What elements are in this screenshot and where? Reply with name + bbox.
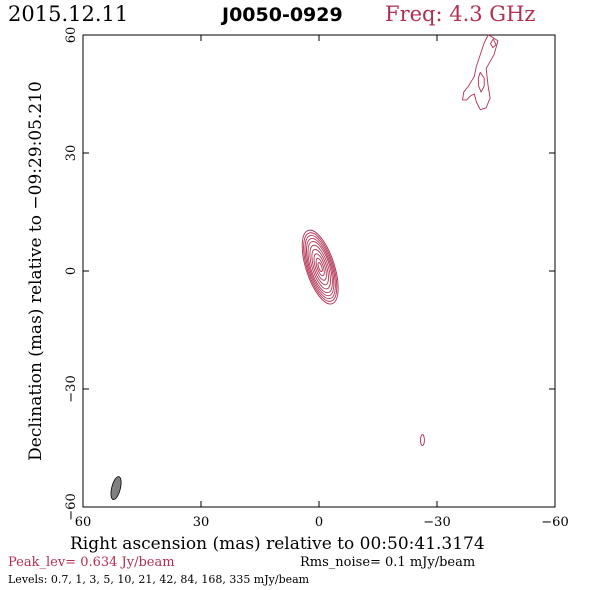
observation-date: 2015.12.11 <box>8 2 129 26</box>
jet-outer-contour <box>462 34 499 111</box>
core-contour-1 <box>303 232 338 302</box>
plot-frame <box>82 34 556 508</box>
core-contour-3 <box>306 237 335 297</box>
core-contour-9 <box>317 262 323 273</box>
jet-inner-contour-0 <box>477 71 485 93</box>
y-tick-label-4: 60 <box>64 27 79 44</box>
x-tick-label-3: −30 <box>423 515 450 530</box>
core-contour-7 <box>313 253 327 281</box>
x-tick-label-2: 0 <box>315 515 323 530</box>
y-axis-label: Declination (mas) relative to −09:29:05.… <box>26 81 46 461</box>
x-tick-label-0: 60 <box>75 515 92 530</box>
beam-ellipse <box>110 476 122 501</box>
jet-inner-contour-1 <box>490 38 497 49</box>
y-axis-ticks: −60 −30 0 30 60 <box>64 27 555 521</box>
y-tick-label-0: −60 <box>64 493 79 520</box>
x-axis-ticks: 60 30 0 −30 −60 <box>75 35 569 530</box>
core-contour-4 <box>307 241 333 294</box>
contour-levels: Levels: 0.7, 1, 3, 5, 10, 21, 42, 84, 16… <box>8 573 310 586</box>
source-name: J0050-0929 <box>222 4 343 26</box>
faint-component-contour <box>420 434 425 447</box>
rms-noise: Rms_noise= 0.1 mJy/beam <box>300 555 476 570</box>
frequency-label: Freq: 4.3 GHz <box>385 2 536 26</box>
contour-layer <box>110 34 499 501</box>
core-contour-6 <box>311 248 329 286</box>
y-tick-label-3: 30 <box>64 145 79 162</box>
y-tick-label-1: −30 <box>64 375 79 402</box>
peak-level: Peak_lev= 0.634 Jy/beam <box>8 555 175 570</box>
core-contour-5 <box>309 244 331 290</box>
y-tick-label-2: 0 <box>64 267 79 275</box>
x-axis-label: Right ascension (mas) relative to 00:50:… <box>70 534 485 554</box>
core-contour-0 <box>301 229 339 305</box>
core-contour-2 <box>304 234 336 300</box>
core-contour-8 <box>315 257 325 277</box>
x-tick-label-1: 30 <box>193 515 210 530</box>
x-tick-label-4: −60 <box>541 515 568 530</box>
